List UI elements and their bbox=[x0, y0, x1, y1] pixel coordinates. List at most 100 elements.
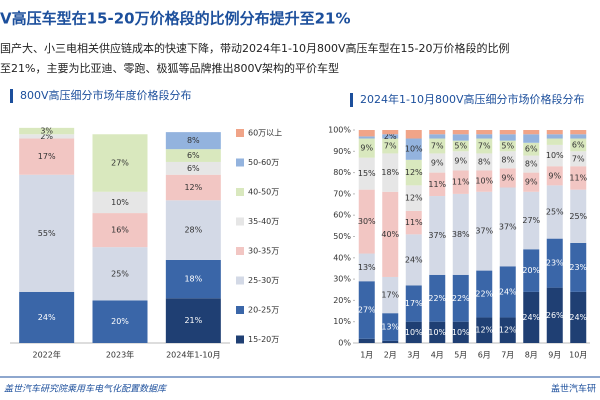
bar-segment bbox=[570, 242, 587, 292]
bar-segment bbox=[452, 193, 469, 275]
bar-segment bbox=[523, 291, 540, 343]
x-tick-label: 1月 bbox=[360, 351, 373, 360]
data-label: 24% bbox=[405, 255, 423, 264]
data-label: 10% bbox=[546, 151, 564, 160]
bar-segment bbox=[429, 172, 446, 197]
data-label: 7% bbox=[431, 141, 444, 150]
data-label: 2% bbox=[40, 132, 53, 141]
bar-segment bbox=[19, 174, 75, 292]
bar-segment bbox=[405, 321, 422, 343]
bar-segment bbox=[19, 134, 75, 139]
y-tick-label: 90% bbox=[333, 147, 351, 156]
footer-brand: 盖世汽车研 bbox=[551, 383, 596, 395]
bar-segment bbox=[570, 166, 587, 190]
bar-segment bbox=[382, 191, 399, 277]
data-label: 12% bbox=[475, 326, 493, 335]
x-tick-label: 7月 bbox=[501, 351, 514, 360]
bar-segment bbox=[546, 287, 563, 343]
bar-segment bbox=[382, 134, 399, 139]
data-label: 25% bbox=[546, 208, 564, 217]
data-label: 23% bbox=[546, 259, 564, 268]
legend-swatch bbox=[236, 158, 244, 167]
bar-segment bbox=[19, 127, 75, 135]
data-label: 13% bbox=[381, 323, 399, 332]
bar-segment bbox=[429, 153, 446, 173]
bar-segment bbox=[546, 238, 563, 288]
data-label: 9% bbox=[454, 156, 467, 165]
bar-segment bbox=[452, 274, 469, 322]
y-tick-label: 10% bbox=[333, 317, 351, 326]
bar-segment bbox=[523, 134, 540, 143]
data-label: 9% bbox=[501, 173, 514, 182]
bar-segment bbox=[476, 153, 493, 171]
title-marker bbox=[10, 89, 13, 103]
data-label: 25% bbox=[111, 269, 129, 278]
x-tick-label: 6月 bbox=[478, 351, 491, 360]
x-tick-label: 5月 bbox=[454, 351, 467, 360]
data-label: 10% bbox=[475, 177, 493, 186]
x-tick-label: 4月 bbox=[431, 351, 444, 360]
bar-segment bbox=[92, 213, 148, 248]
legend-swatch bbox=[236, 276, 244, 285]
data-label: 26% bbox=[546, 311, 564, 320]
bar-segment bbox=[382, 340, 399, 343]
bar-segment bbox=[429, 321, 446, 343]
bar-segment bbox=[476, 134, 493, 139]
x-tick-label: 3月 bbox=[407, 351, 420, 360]
bar-segment bbox=[358, 130, 375, 137]
bar-segment bbox=[165, 161, 221, 175]
legend-swatch bbox=[236, 335, 244, 344]
data-label: 8% bbox=[187, 136, 200, 145]
bar-segment bbox=[546, 185, 563, 239]
bar-segment bbox=[19, 291, 75, 343]
bar-segment bbox=[570, 138, 587, 152]
data-label: 28% bbox=[184, 226, 202, 235]
chart-title: 800V高压细分市场年度价格段分布 bbox=[20, 88, 192, 102]
x-tick-label: 2023年 bbox=[106, 350, 134, 360]
bar-segment bbox=[499, 151, 516, 169]
data-label: 27% bbox=[522, 216, 540, 225]
bar-segment bbox=[382, 313, 399, 341]
y-tick-label: 80% bbox=[333, 168, 351, 177]
bar-segment bbox=[165, 149, 221, 162]
y-tick-label: 20% bbox=[333, 296, 351, 305]
chart-title: 2024年1-10月800V高压细分市场价格段分布 bbox=[360, 92, 584, 106]
bar-segment bbox=[499, 187, 516, 267]
bar-segment bbox=[429, 196, 446, 275]
data-label: 7% bbox=[572, 154, 585, 163]
bar-segment bbox=[429, 134, 446, 139]
bar-segment bbox=[476, 130, 493, 135]
bar-segment bbox=[358, 189, 375, 254]
y-tick-label: 40% bbox=[333, 253, 351, 262]
legend-label: 15-20万 bbox=[248, 335, 279, 344]
bar-segment bbox=[92, 300, 148, 343]
legend-label: 25-30万 bbox=[248, 276, 279, 285]
data-label: 40% bbox=[381, 230, 399, 239]
data-label: 37% bbox=[475, 227, 493, 236]
bar-segment bbox=[358, 157, 375, 190]
data-label: 10% bbox=[111, 198, 129, 207]
data-label: 27% bbox=[111, 159, 129, 168]
legend-label: 40-50万 bbox=[248, 188, 279, 197]
data-label: 24% bbox=[569, 313, 587, 322]
bar-segment bbox=[165, 174, 221, 201]
data-label: 16% bbox=[111, 226, 129, 235]
slide-title: V高压车型在15-20万价格段的比例分布提升至21% bbox=[0, 10, 351, 28]
legend-label: 60万以上 bbox=[248, 129, 282, 138]
bar-segment bbox=[546, 138, 563, 145]
y-tick-label: 70% bbox=[333, 189, 351, 198]
x-tick-label: 8月 bbox=[525, 351, 538, 360]
data-label: 17% bbox=[38, 152, 56, 161]
legend-label: 20-25万 bbox=[248, 306, 279, 315]
data-label: 9% bbox=[431, 159, 444, 168]
subtitle-line: 国产大、小三电相关供应链成本的快速下降，带动2024年1-10月800V高压车型… bbox=[0, 41, 509, 55]
data-label: 10% bbox=[405, 145, 423, 154]
data-label: 9% bbox=[548, 171, 561, 180]
bar-segment bbox=[358, 136, 375, 139]
data-label: 18% bbox=[184, 275, 202, 284]
subtitle-line: 至21%，主要为比亚迪、零跑、极狐等品牌推出800V架构的平价车型 bbox=[0, 61, 339, 75]
data-label: 27% bbox=[358, 305, 376, 314]
data-label: 8% bbox=[478, 157, 491, 166]
bar-segment bbox=[92, 191, 148, 214]
bar-segment bbox=[165, 200, 221, 260]
